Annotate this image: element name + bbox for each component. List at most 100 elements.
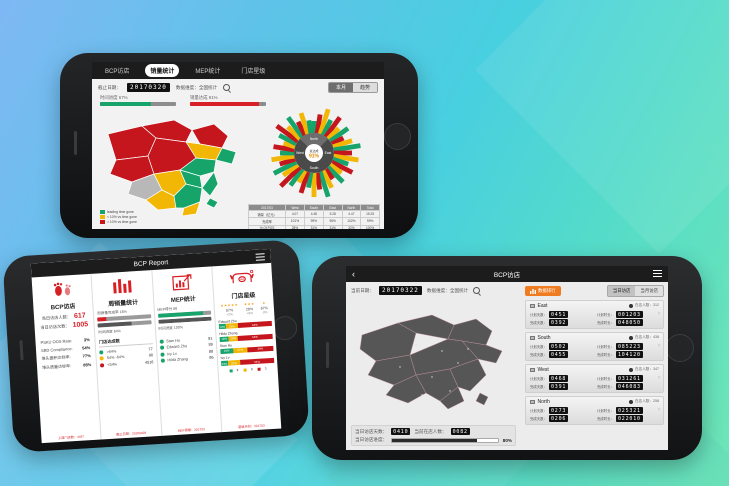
segment-month-visit[interactable]: 当月访店 <box>635 286 663 296</box>
region-card[interactable]: West 在店人数：347 › 计划天数： 0468 完成天数： 0391 计划时长： 0312… <box>525 363 664 393</box>
time-progress-block: 时间进度 67% <box>100 95 176 106</box>
date-value[interactable]: 20170320 <box>126 83 170 92</box>
region-name: West <box>537 366 549 373</box>
rank-tab[interactable]: 数据排行 <box>525 286 561 296</box>
metric-value: 048050 <box>615 319 643 326</box>
metric-key: 完成天数： <box>530 321 547 325</box>
metric-label-area: 堆头面积达标率: <box>41 353 71 361</box>
magnifier-icon[interactable] <box>223 84 231 91</box>
phone3-tab-row: 数据排行 当日访店 当月访店 <box>525 285 664 297</box>
column-title-mep: MEP统计 <box>170 296 197 305</box>
home-button[interactable] <box>666 334 694 362</box>
home-button[interactable] <box>384 123 411 150</box>
table-cell: 完成率 <box>247 217 287 226</box>
footprint-icon <box>35 278 89 301</box>
chevron-right-icon[interactable]: › <box>658 407 660 414</box>
region-card[interactable]: South 在店人数：438 › 计划天数： 0502 完成天数： 0455 计划时长： 085… <box>525 331 664 361</box>
legend-label-over10: > 10% vs time gone <box>107 220 137 224</box>
flag-icon <box>530 303 535 308</box>
column-weekly-sales[interactable]: 周销量统计 周销量完成率 16% 时间进度 64% 门店达成数 >64% 77 … <box>91 270 162 440</box>
table-cell: 5.28 <box>322 210 343 219</box>
region-metrics: 计划天数： 0502 完成天数： 0455 计划时长： 085223 完成时长： 104120 <box>530 342 659 358</box>
flag-icon <box>530 367 535 372</box>
column-title-bcp: BCP访店 <box>50 303 76 312</box>
china-map-dark[interactable] <box>351 295 516 425</box>
column-footer-bcp: 上周门店数：4497 <box>57 434 85 441</box>
metric-value-sbd: 54% <box>82 344 91 351</box>
flag-icon <box>530 335 535 340</box>
phone1-right-pane: North West East South 总达成 91% 2017/03 We… <box>246 108 380 229</box>
table-body: 销量（亿元） 4.07 4.48 5.28 4.47 15.25 完成率 101% 99% 96%… <box>247 210 380 229</box>
sunburst-chart[interactable]: North West East South 总达成 91% <box>248 108 380 198</box>
segment-today-visit[interactable]: 当日访店 <box>607 286 636 296</box>
table-cell: 102% <box>341 217 362 226</box>
star-cell-5: ★★★★★ 57% +2% <box>220 303 238 317</box>
chevron-right-icon[interactable]: › <box>658 343 660 350</box>
china-map-svg <box>359 314 502 410</box>
legend-label-under10: < 10% vs time gone <box>107 215 137 219</box>
metric-label-psku: PSKU OOS Rate: <box>40 337 73 345</box>
metric-plan-days: 计划天数： 0502 <box>530 343 592 350</box>
tab-sales-stats[interactable]: 销量统计 <box>145 64 180 77</box>
phone3-summary: 当日访店天数： 0410 当前在店人数： 0082 当日访店进度： 80% <box>351 425 516 446</box>
region-col-days: 计划天数： 0273 完成天数： 0206 <box>530 406 592 422</box>
tab-store-rating[interactable]: 门店星级 <box>241 69 266 75</box>
table-cell: 101% <box>285 217 305 226</box>
weekly-bar-bottom-label: 时间进度 64% <box>98 329 121 335</box>
summary-progress-bar <box>391 437 499 443</box>
metric-value: 0391 <box>548 383 569 390</box>
region-card[interactable]: North 在店人数：258 › 计划天数： 0273 完成天数： 0206 计划时长： 025… <box>525 395 664 425</box>
metric-label-sbd: SBD Compliance: <box>40 345 73 353</box>
summary-days-label: 当日访店天数： <box>355 428 388 434</box>
bar-segment: 49% <box>247 345 274 353</box>
column-mep[interactable]: MEP统计 MEP得分 86 时间进度 100% Stan Hu 91 Edwa… <box>151 266 223 436</box>
chevron-right-icon[interactable]: › <box>658 375 660 382</box>
dot-green <box>159 345 164 350</box>
region-col-days: 计划天数： 0451 完成天数： 0392 <box>530 310 592 326</box>
th-south: South <box>303 203 324 212</box>
region-cards: East 在店人数：312 › 计划天数： 0451 完成天数： 0392 计划时长： 0012… <box>525 299 664 425</box>
chevron-right-icon[interactable]: › <box>658 311 660 318</box>
sunburst-quad-west: West <box>296 151 304 155</box>
magnifier-icon[interactable] <box>473 287 481 294</box>
people-bars: Edward Zhu 13% 23% 64% Hilda Zhang 18% 16% 66% S… <box>218 316 275 367</box>
rating-legend: 5 3 1 <box>221 366 274 373</box>
region-header: South 在店人数：438 <box>530 335 659 341</box>
sunburst-quad-north: North <box>310 137 318 141</box>
metric-key: 完成天数： <box>530 353 547 357</box>
chevron-left-icon[interactable]: ‹ <box>352 268 355 279</box>
segment-this-month[interactable]: 本月 <box>328 83 353 92</box>
hamburger-icon[interactable] <box>653 270 662 278</box>
china-choropleth-map[interactable]: leading time gone < 10% vs time gone > 1… <box>96 108 246 226</box>
mep-label-edward: Edward Zhu <box>166 344 188 350</box>
metric-key: 计划时长： <box>597 377 614 381</box>
date-value[interactable]: 20170322 <box>378 286 422 295</box>
metric-plan-days: 计划天数： 0468 <box>530 375 592 382</box>
tab-mep-stats[interactable]: MEP统计 <box>195 69 221 75</box>
phone1-tab-bar: BCP访店 销量统计 MEP统计 门店星级 <box>92 62 384 79</box>
table-cell: 15.25 <box>360 210 380 219</box>
home-button[interactable] <box>272 315 298 341</box>
metric-key: 计划天数： <box>530 409 547 413</box>
date-label: 截止日期： <box>98 84 121 90</box>
bar-segment: 18% <box>219 336 230 342</box>
table-header-row: 2017/03 West South East North Total <box>247 203 380 212</box>
metric-done-days: 完成天数： 0391 <box>530 383 592 390</box>
metric-key: 计划时长： <box>597 313 614 317</box>
column-bcp-visit[interactable]: BCP访店 当日访店人数： 617 当日访店次数： 1005 PSKU OOS … <box>31 273 102 444</box>
sunburst-center-label: 总达成 <box>309 148 318 153</box>
column-store-rating[interactable]: 门店星级 ★★★★★ 57% +2% ★★★ 28% +9% ★ 67% -3% <box>212 263 281 432</box>
region-card[interactable]: East 在店人数：312 › 计划天数： 0451 完成天数： 0392 计划时长： 0012… <box>525 299 664 329</box>
sunburst-quad-south: South <box>310 166 319 170</box>
segment-trend[interactable]: 趋势 <box>352 83 377 92</box>
metric-key: 计划天数： <box>530 313 547 317</box>
pin-icon <box>629 367 634 372</box>
column-footer-weekly: 截止日期：20160928 <box>116 430 147 437</box>
kv-value-visit-people: 617 <box>73 312 86 320</box>
date-label: 当前日期： <box>351 287 374 293</box>
pin-icon <box>629 303 634 308</box>
tab-bcp-visit[interactable]: BCP访店 <box>105 69 130 75</box>
table-cell: 28% <box>285 224 305 229</box>
hamburger-icon[interactable] <box>255 253 265 262</box>
metric-value-area: 77% <box>82 352 91 358</box>
